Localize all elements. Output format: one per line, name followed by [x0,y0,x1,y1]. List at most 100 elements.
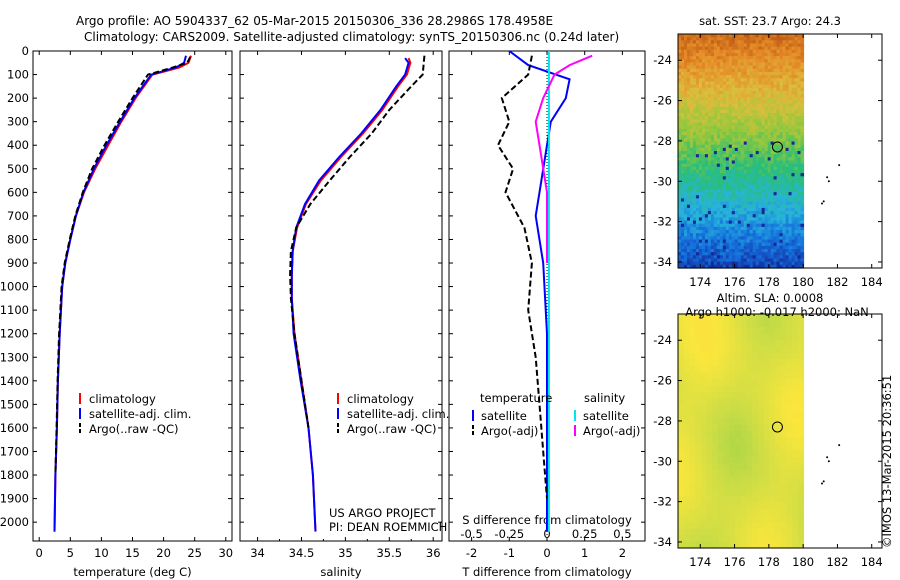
map-cell [683,239,688,244]
map-cell [743,109,748,114]
map-cell [729,437,736,445]
map-cell [746,242,751,247]
map-cell [700,385,708,393]
map-cell [698,242,703,247]
map-cell [692,106,697,111]
map-cell [764,154,769,158]
map-cell [706,541,713,549]
map-cell [689,217,694,222]
map-cell [743,261,748,266]
map-cell [776,37,781,41]
map-cell [712,392,719,400]
map-cell [770,122,775,127]
map-cell [794,176,799,181]
map-cell [743,204,748,209]
map-cell [770,87,775,92]
map-cell [752,103,757,108]
map-cell [734,97,739,101]
map-cell [791,103,796,108]
map-cell [776,198,781,203]
map-cell [792,327,799,335]
map-cell [692,52,697,57]
map-cell [800,176,805,181]
map-cell [752,144,757,149]
map-cell [680,65,685,70]
map-cell [782,245,787,250]
map-cell [729,346,736,354]
map-cell [758,62,763,67]
map-cell [764,125,769,130]
map-cell [683,424,690,432]
map-cell [719,185,724,190]
map-cell [737,249,742,253]
map-cell [770,236,775,241]
map-cell [716,52,721,57]
map-cell [689,463,696,471]
map-cell [740,444,748,452]
map-cell [689,40,694,45]
map-cell [773,258,778,263]
map-cell [731,135,736,139]
map-cell [713,122,718,127]
map-cell [786,476,793,484]
map-cell [701,249,706,253]
map-cell [683,245,688,250]
map-cell [792,535,799,543]
map-cell [773,56,778,60]
map-cell [716,68,721,73]
map-cell [761,49,766,54]
map-cell [743,264,748,269]
map-cell [707,138,712,143]
map-cell [723,379,730,387]
map-cell [728,249,733,253]
map-cell [692,116,697,120]
map-cell [785,113,790,117]
map-cell [797,233,802,237]
map-cell [776,94,781,98]
map-cell [755,116,760,120]
map-cell [755,245,760,250]
map-cell [794,217,799,222]
map-cell [719,188,724,193]
map-cell [776,157,781,162]
map-cell [776,173,781,177]
map-cell [770,125,775,130]
map-cell [689,424,696,432]
map-cell [716,78,721,83]
map-cell [774,470,782,478]
map-cell [695,179,700,184]
map-cell [678,509,685,517]
map-cell [770,217,775,222]
map-cell [698,132,703,136]
map-cell [704,261,709,266]
map-cell [749,236,754,241]
map-cell [749,132,754,136]
map-cell [713,125,718,130]
map-cell [729,515,736,523]
map-cell [678,424,685,432]
map-cell [698,119,703,124]
map-cell [792,437,799,445]
map-cell [770,43,775,48]
map-cell [773,141,778,146]
map-cell [712,502,719,510]
map-cell [791,211,796,215]
map-cell [779,207,784,212]
map-cell [717,333,725,341]
map-cell [710,49,715,54]
map-cell [800,144,805,149]
map-cell [773,106,778,111]
map-cell [779,84,784,89]
map-cell [782,179,787,184]
map-cell [680,185,685,190]
map-cell [782,223,787,228]
map-cell [716,207,721,212]
map-cell [689,327,696,335]
map-cell [683,163,688,168]
map-cell [743,62,748,67]
map-cell [692,103,697,108]
map-cell [678,119,682,124]
map-cell [692,223,697,228]
map-cell [761,176,766,181]
map-cell [716,75,721,79]
